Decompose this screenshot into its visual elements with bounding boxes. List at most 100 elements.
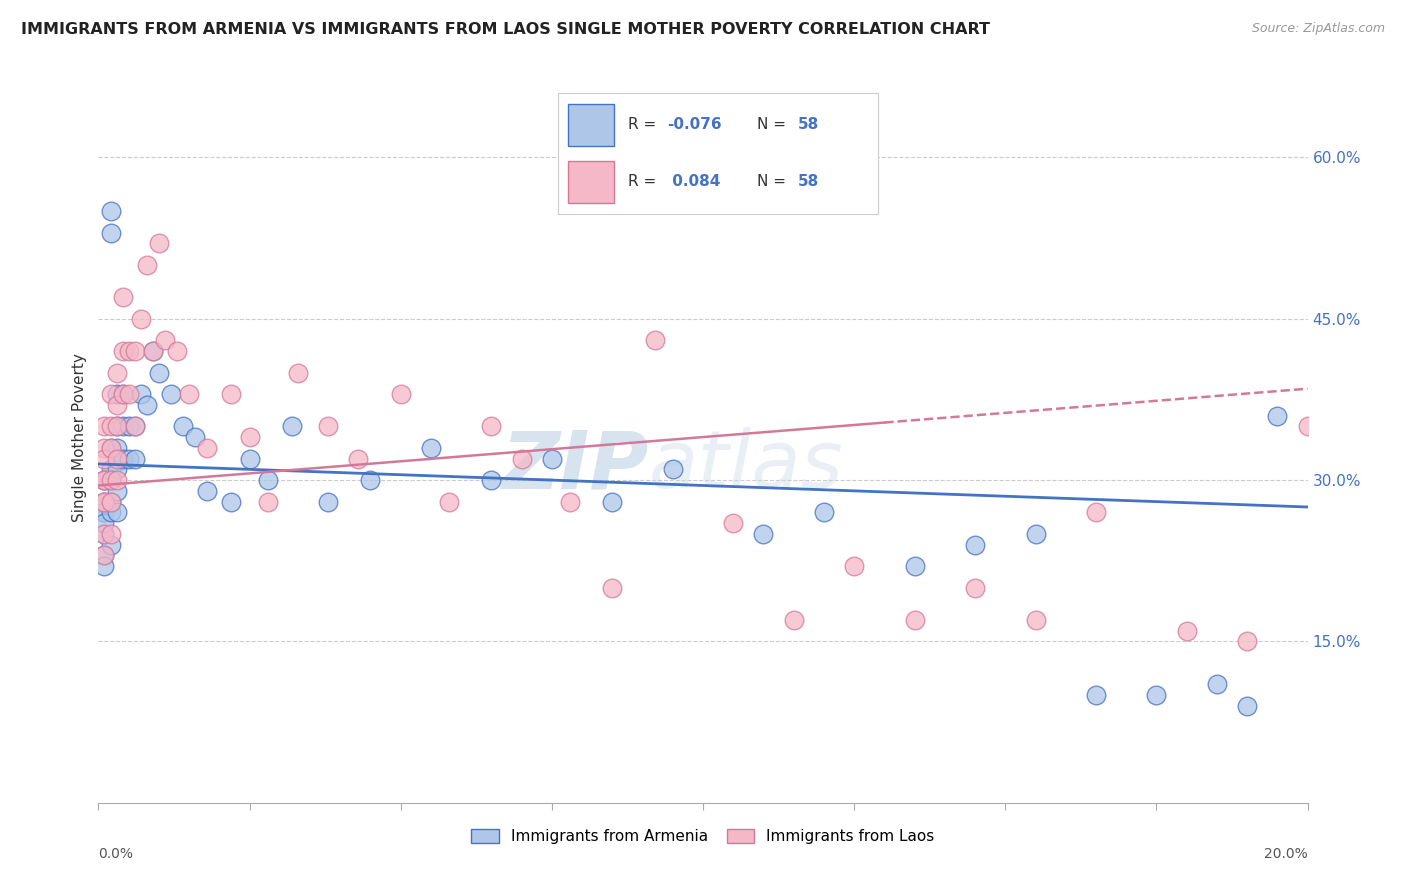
Point <box>1085 688 1108 702</box>
Point <box>100 419 122 434</box>
Point <box>105 387 128 401</box>
Text: 58: 58 <box>797 174 818 188</box>
Point <box>93 473 115 487</box>
Point <box>100 204 122 219</box>
Point <box>644 333 666 347</box>
Text: N =: N = <box>758 117 792 132</box>
Point <box>124 419 146 434</box>
Text: R =: R = <box>628 174 661 188</box>
Point <box>111 387 134 401</box>
Point <box>111 290 134 304</box>
Point <box>142 344 165 359</box>
Point <box>1024 527 1046 541</box>
Point <box>1024 613 1046 627</box>
Point <box>93 494 115 508</box>
Point <box>100 226 122 240</box>
Point <box>256 473 278 487</box>
Point <box>100 527 122 541</box>
Point <box>93 494 115 508</box>
Point <box>105 419 128 434</box>
Legend: Immigrants from Armenia, Immigrants from Laos: Immigrants from Armenia, Immigrants from… <box>465 822 941 850</box>
Point <box>904 613 927 627</box>
Text: 0.084: 0.084 <box>666 174 720 188</box>
Text: ZIP: ZIP <box>501 427 648 506</box>
Point <box>153 333 176 347</box>
Point <box>100 505 122 519</box>
Text: 20.0%: 20.0% <box>1264 847 1308 861</box>
Point <box>195 483 218 498</box>
Point <box>904 559 927 574</box>
Point <box>1206 677 1229 691</box>
Point <box>135 258 157 272</box>
Point <box>135 398 157 412</box>
Point <box>100 538 122 552</box>
Point <box>540 451 562 466</box>
Point <box>281 419 304 434</box>
Point <box>105 462 128 476</box>
Point <box>93 527 115 541</box>
Point <box>1175 624 1198 638</box>
Point <box>105 419 128 434</box>
Point <box>100 441 122 455</box>
Point <box>965 538 987 552</box>
Point <box>93 527 115 541</box>
Point <box>602 494 624 508</box>
Point <box>111 419 134 434</box>
Point <box>1144 688 1167 702</box>
Point <box>1236 698 1258 713</box>
Point <box>148 366 170 380</box>
Point <box>93 549 115 563</box>
Point <box>93 494 115 508</box>
Point <box>118 344 141 359</box>
Point <box>111 344 134 359</box>
Y-axis label: Single Mother Poverty: Single Mother Poverty <box>72 352 87 522</box>
Point <box>602 581 624 595</box>
Point <box>129 311 152 326</box>
Text: N =: N = <box>758 174 792 188</box>
Point <box>723 516 745 530</box>
Point <box>105 441 128 455</box>
Text: Source: ZipAtlas.com: Source: ZipAtlas.com <box>1251 22 1385 36</box>
Point <box>93 505 115 519</box>
Point <box>124 451 146 466</box>
Point <box>1267 409 1289 423</box>
FancyBboxPatch shape <box>568 103 613 146</box>
Text: -0.076: -0.076 <box>666 117 721 132</box>
Point <box>558 494 581 508</box>
Point <box>160 387 183 401</box>
Point <box>105 505 128 519</box>
Point <box>166 344 188 359</box>
Text: 58: 58 <box>797 117 818 132</box>
Text: 0.0%: 0.0% <box>98 847 134 861</box>
Point <box>124 419 146 434</box>
Point <box>1085 505 1108 519</box>
Point <box>844 559 866 574</box>
Point <box>100 387 122 401</box>
Point <box>256 494 278 508</box>
Point <box>93 451 115 466</box>
Point <box>93 473 115 487</box>
Point <box>148 236 170 251</box>
Point <box>316 494 339 508</box>
Point <box>93 516 115 530</box>
Point <box>105 451 128 466</box>
Point <box>93 473 115 487</box>
Point <box>111 451 134 466</box>
Point <box>179 387 201 401</box>
Point <box>124 344 146 359</box>
Text: atlas: atlas <box>648 427 844 506</box>
Point <box>360 473 382 487</box>
Point <box>239 430 262 444</box>
Text: IMMIGRANTS FROM ARMENIA VS IMMIGRANTS FROM LAOS SINGLE MOTHER POVERTY CORRELATIO: IMMIGRANTS FROM ARMENIA VS IMMIGRANTS FR… <box>21 22 990 37</box>
Point <box>184 430 207 444</box>
Point <box>437 494 460 508</box>
Point <box>316 419 339 434</box>
Point <box>111 387 134 401</box>
Point <box>118 451 141 466</box>
Point <box>100 462 122 476</box>
Point <box>105 473 128 487</box>
Point <box>195 441 218 455</box>
FancyBboxPatch shape <box>568 161 613 203</box>
Point <box>142 344 165 359</box>
Point <box>813 505 835 519</box>
